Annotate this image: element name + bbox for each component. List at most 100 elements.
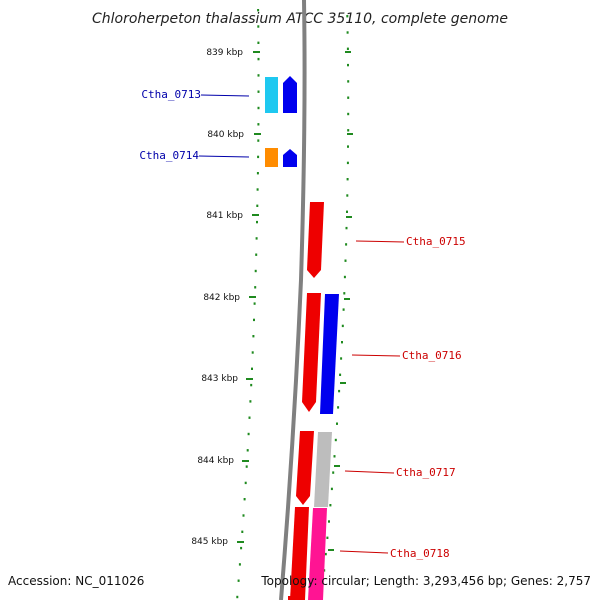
minor-tick [256, 220, 258, 224]
gene-Ctha_0715[interactable] [307, 202, 324, 278]
minor-tick [346, 161, 349, 165]
minor-tick [333, 455, 336, 458]
gene-Ctha_0716[interactable] [302, 293, 339, 414]
gene-arrow [283, 149, 297, 167]
gene-arrow [296, 431, 314, 505]
minor-tick [255, 237, 258, 240]
minor-tick [238, 563, 241, 566]
minor-tick [257, 155, 260, 159]
minor-tick [253, 302, 256, 305]
scale-label: 844 kbp [197, 456, 234, 466]
minor-tick [339, 373, 342, 376]
minor-tick [256, 204, 259, 207]
minor-tick [241, 530, 244, 533]
minor-tick [257, 139, 260, 142]
minor-tick [257, 25, 260, 28]
minor-tick [244, 481, 247, 485]
minor-tick [343, 292, 346, 295]
minor-tick [253, 318, 255, 322]
gene-arrow [302, 293, 321, 412]
minor-tick [254, 286, 257, 289]
minor-tick [256, 188, 259, 191]
minor-tick [328, 520, 330, 523]
gene-block [308, 508, 327, 600]
minor-tick [347, 96, 350, 99]
genome-title: Chloroherpeton thalassium ATCC 35110, co… [92, 11, 508, 27]
minor-tick [245, 465, 248, 468]
gene-Ctha_0714[interactable] [265, 148, 297, 167]
gene-label-Ctha_0717[interactable]: Ctha_0717 [396, 466, 456, 479]
minor-tick [347, 63, 349, 67]
minor-tick [345, 243, 348, 246]
minor-tick [236, 595, 239, 599]
minor-tick [346, 178, 349, 181]
minor-tick [257, 41, 260, 44]
minor-tick [257, 123, 260, 126]
minor-tick [240, 546, 243, 550]
minor-tick [248, 416, 251, 419]
minor-tick [341, 324, 344, 328]
minor-tick [340, 357, 343, 360]
minor-tick [252, 335, 255, 338]
gene-fragment [288, 596, 303, 600]
minor-tick [346, 47, 349, 50]
gene-arrow [307, 202, 324, 278]
minor-tick [243, 498, 246, 501]
minor-tick [342, 308, 345, 311]
scale-label: 845 kbp [191, 537, 228, 547]
minor-tick [257, 106, 260, 110]
minor-tick [329, 504, 332, 507]
scale-labels: 839 kbp 840 kbp 841 kbp 842 kbp 843 kbp … [191, 48, 244, 547]
minor-tick [257, 57, 260, 61]
minor-tick [237, 579, 240, 582]
minor-tick [255, 253, 258, 256]
scale-label: 841 kbp [206, 211, 243, 221]
minor-tick [347, 129, 350, 132]
leader-lines [198, 94, 405, 554]
minor-tick [247, 432, 250, 436]
genome-backbone [279, 0, 307, 600]
gene-Ctha_0717[interactable] [296, 431, 332, 507]
gene-label-Ctha_0714[interactable]: Ctha_0714 [139, 149, 199, 162]
gene-block [265, 148, 278, 167]
minor-tick [251, 351, 254, 354]
minor-tick [330, 487, 333, 491]
accession-text: Accession: NC_011026 [8, 574, 145, 588]
minor-tick [346, 210, 348, 213]
minor-tick [334, 438, 337, 442]
gene-block [314, 432, 332, 507]
gene-Ctha_0718[interactable] [290, 507, 327, 600]
gene-label-Ctha_0716[interactable]: Ctha_0716 [402, 349, 462, 362]
minor-tick [346, 15, 349, 18]
minor-tick [346, 194, 349, 197]
minor-tick [346, 31, 349, 34]
minor-tick [254, 269, 257, 273]
minor-tick [242, 514, 245, 517]
minor-tick [326, 536, 329, 539]
minor-tick [337, 406, 340, 409]
minor-tick [257, 74, 260, 77]
minor-tick [343, 275, 346, 279]
gene-block [265, 77, 278, 113]
gene-block [320, 294, 339, 414]
scale-label: 843 kbp [201, 374, 238, 384]
minor-tick [256, 172, 259, 175]
gene-label-Ctha_0715[interactable]: Ctha_0715 [406, 235, 466, 248]
minor-tick [249, 400, 252, 403]
gene-Ctha_0713[interactable] [265, 76, 297, 113]
minor-tick [250, 383, 253, 387]
minor-tick [332, 471, 335, 474]
gene-arrow [290, 507, 309, 600]
scale-label: 839 kbp [206, 48, 243, 58]
topology-text: Topology: circular; Length: 3,293,456 bp… [261, 574, 591, 588]
gene-label-Ctha_0713[interactable]: Ctha_0713 [141, 88, 201, 101]
minor-tick [336, 422, 338, 425]
minor-tick [347, 145, 349, 148]
tick-rings [236, 9, 350, 599]
gene-label-Ctha_0718[interactable]: Ctha_0718 [390, 547, 450, 560]
minor-tick [246, 449, 249, 452]
minor-tick [338, 389, 341, 393]
minor-tick [341, 341, 343, 344]
scale-label: 842 kbp [203, 293, 240, 303]
